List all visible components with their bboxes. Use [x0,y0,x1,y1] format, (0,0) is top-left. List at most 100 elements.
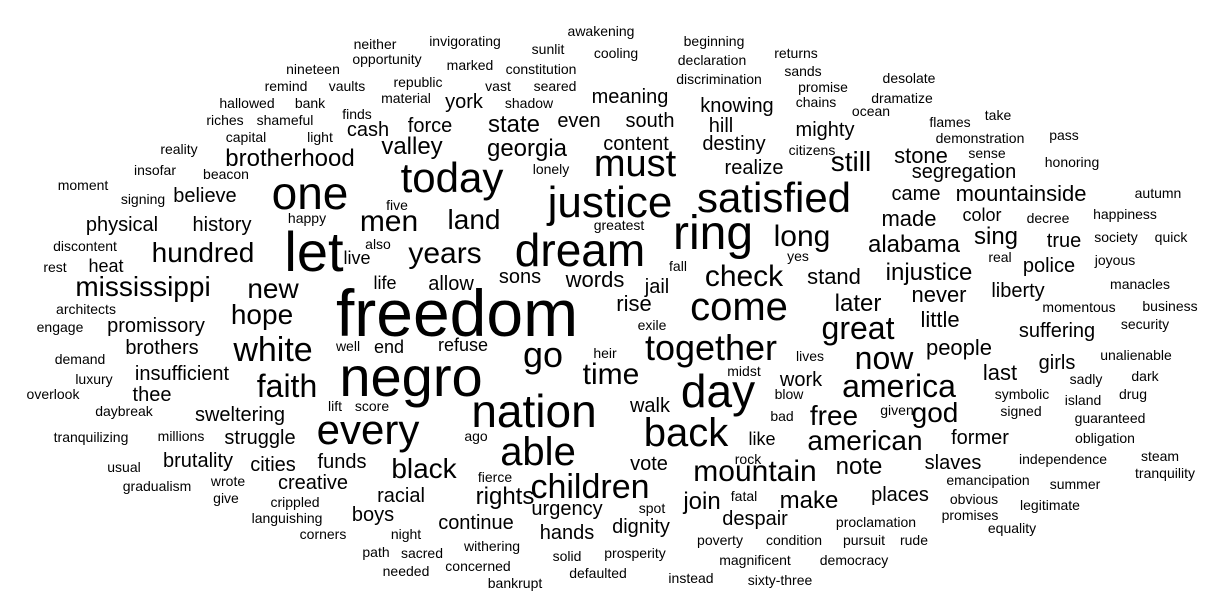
word-society: society [1094,229,1138,245]
word-pass: pass [1049,127,1079,143]
word-reality: reality [160,141,198,157]
word-new: new [247,273,299,304]
word-demonstration: demonstration [935,130,1025,146]
word-lonely: lonely [532,161,570,177]
word-beacon: beacon [203,166,249,182]
word-thee: thee [132,384,172,406]
word-greatest: greatest [593,217,645,233]
word-marked: marked [446,57,494,73]
word-shameful: shameful [256,112,314,128]
word-joyous: joyous [1094,252,1136,268]
word-able: able [500,430,576,474]
word-bankrupt: bankrupt [487,575,543,591]
word-even: even [557,110,601,132]
word-night: night [390,526,422,542]
word-places: places [871,484,929,506]
word-alabama: alabama [867,231,961,258]
word-well: well [335,338,361,354]
word-nation: nation [471,385,597,437]
word-promise: promise [798,79,848,95]
word-work: work [779,369,823,391]
word-usual: usual [107,459,141,475]
word-state: state [487,111,541,138]
word-fatal: fatal [730,488,758,504]
word-cash: cash [346,119,390,141]
word-words: words [565,267,625,292]
word-god: god [911,397,959,428]
word-creative: creative [277,472,349,494]
word-sunlit: sunlit [531,41,565,57]
word-path: path [362,544,390,560]
word-hands: hands [539,522,595,544]
word-sweltering: sweltering [194,404,286,426]
word-promises: promises [941,507,999,523]
word-york: york [445,91,483,113]
word-former: former [951,427,1009,449]
word-america: america [842,368,956,404]
word-join: join [683,488,721,515]
word-magnificent: magnificent [719,552,791,568]
word-discrimination: discrimination [676,71,762,87]
word-declaration: declaration [677,52,747,68]
word-pursuit: pursuit [842,532,886,548]
word-came: came [891,183,941,205]
word-demand: demand [54,351,106,367]
word-given: given [880,402,914,418]
word-equality: equality [987,520,1037,536]
word-defaulted: defaulted [569,565,627,581]
word-day: day [680,365,756,417]
word-true: true [1046,230,1082,252]
word-heir: heir [593,345,617,361]
word-freedom: freedom [335,276,579,350]
word-men: men [359,205,419,238]
word-mountainside: mountainside [955,181,1087,206]
word-hope: hope [230,299,294,330]
word-injustice: injustice [885,259,973,286]
word-vast: vast [485,78,511,94]
word-awakening: awakening [567,23,635,39]
word-little: little [920,307,960,332]
word-bank: bank [294,95,326,111]
word-every: every [316,406,420,453]
word-slaves: slaves [924,452,982,474]
word-come: come [690,285,788,329]
word-destiny: destiny [702,133,766,155]
word-note: note [835,453,883,480]
word-beginning: beginning [683,33,745,49]
word-knowing: knowing [700,95,774,117]
word-rock: rock [734,451,762,467]
word-free: free [809,400,859,431]
word-drug: drug [1118,386,1148,402]
word-take: take [984,107,1012,123]
word-returns: returns [774,45,818,61]
word-instead: instead [668,570,714,586]
word-democracy: democracy [819,552,889,568]
word-time: time [582,358,640,391]
word-valley: valley [381,133,443,160]
word-five: five [386,197,408,213]
word-insufficient: insufficient [134,363,230,385]
word-honoring: honoring [1044,154,1100,170]
word-engage: engage [36,319,84,335]
word-georgia: georgia [486,135,568,162]
word-hallowed: hallowed [219,95,275,111]
word-manacles: manacles [1110,276,1170,292]
word-people: people [925,335,993,360]
word-make: make [779,487,839,514]
word-guaranteed: guaranteed [1074,410,1146,426]
word-long: long [773,220,831,253]
word-seared: seared [533,78,577,94]
word-brutality: brutality [162,450,234,472]
word-quick: quick [1154,229,1188,245]
word-negro: negro [339,345,483,408]
word-momentous: momentous [1042,299,1116,315]
word-security: security [1120,316,1170,332]
word-nineteen: nineteen [286,61,340,77]
word-tranquility: tranquility [1135,465,1195,481]
word-still: still [830,146,872,177]
word-autumn: autumn [1134,185,1182,201]
word-brotherhood: brotherhood [225,145,355,172]
word-refuse: refuse [437,335,489,355]
word-blow: blow [774,386,804,402]
